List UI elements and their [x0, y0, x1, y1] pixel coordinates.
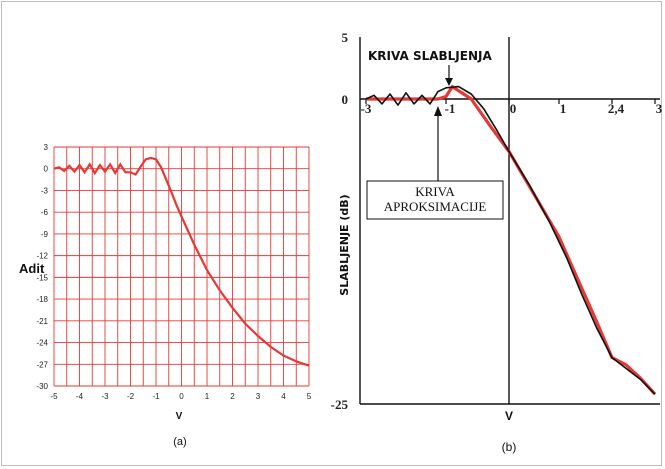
annotation-kriva-slabljenja: KRIVA SLABLJENJA [368, 49, 492, 63]
chart-b-series-attenuation [365, 85, 656, 395]
chart-a-ylabel: Adit [19, 261, 45, 276]
chart-a-xtick-label: 4 [281, 392, 286, 401]
chart-a-ytick-label: -21 [36, 317, 48, 326]
chart-b-ytick-label: 5 [342, 30, 349, 45]
chart-a-ytick-label: 3 [44, 143, 49, 152]
chart-b-xtick-label: 0 [510, 101, 517, 116]
annotation-arrowhead-2 [434, 106, 442, 116]
chart-a-xtick-label: 5 [307, 392, 312, 401]
chart-a-ytick-label: 0 [44, 165, 49, 174]
chart-a-caption: (a) [173, 436, 186, 448]
chart-a-ticks: 3 0 -3 -6 -9 -12 -15 -18 -21 -24 -27 -30-5 -4 -3 -2 -1 0… [36, 143, 311, 401]
chart-b-xtick-label: 3 [656, 101, 663, 116]
annotation-line: APROKSIMACIJE [384, 199, 487, 214]
chart-a-ytick-label: -15 [36, 273, 48, 282]
chart-b-xtick-label: 2,4 [608, 101, 625, 116]
annotation-kriva-aproksimacije-1: KRIVA APROKSIMACIJE [384, 184, 487, 214]
chart-a-xtick-label: 0 [179, 392, 184, 401]
chart-b-series-approx [366, 85, 657, 396]
chart-a-ytick-label: -27 [36, 360, 48, 369]
chart-a-ytick-label: -6 [41, 208, 49, 217]
chart-a-ytick-label: -24 [36, 339, 48, 348]
chart-b-xtick-label: 1 [560, 101, 567, 116]
chart-a-ytick-label: -9 [41, 230, 49, 239]
chart-a-series-line [53, 156, 310, 367]
chart-b-xtick-label: -3 [361, 101, 372, 116]
chart-a-xtick-label: -3 [101, 392, 109, 401]
chart-a-xtick-label: -2 [127, 392, 135, 401]
chart-a-grid [53, 146, 310, 387]
annotation-arrowhead-1 [445, 78, 453, 86]
chart-b-ytick-label: 0 [342, 92, 349, 107]
chart-a-xtick-label: -4 [76, 392, 84, 401]
chart-b-axes [359, 37, 660, 405]
chart-a-xtick-label: 2 [230, 392, 235, 401]
chart-b-ylabel: SLABLJENJE (dB) [338, 194, 351, 295]
chart-b-xlabel: V [505, 409, 513, 423]
chart-b-ticks: -3 -1 0 1 2,4 3 5 0 -25 [331, 30, 663, 412]
chart-a-xtick-label: -1 [152, 392, 160, 401]
annotation-box [366, 180, 504, 220]
chart-b-ytick-label: -25 [331, 397, 349, 412]
chart-a-xtick-label: 1 [205, 392, 210, 401]
chart-b-caption: (b) [502, 440, 517, 454]
chart-a-xtick-label: 3 [256, 392, 261, 401]
chart-a-ytick-label: -3 [41, 186, 49, 195]
chart-a-ytick-label: -12 [36, 252, 48, 261]
chart-a-ytick-label: -18 [36, 295, 48, 304]
chart-a-xtick-label: -5 [50, 392, 58, 401]
chart-a-xlabel: V [176, 411, 183, 422]
chart-a-ytick-label: -30 [36, 382, 48, 391]
chart-b-xtick-label: -1 [445, 101, 456, 116]
annotation-line: KRIVA [415, 184, 455, 199]
